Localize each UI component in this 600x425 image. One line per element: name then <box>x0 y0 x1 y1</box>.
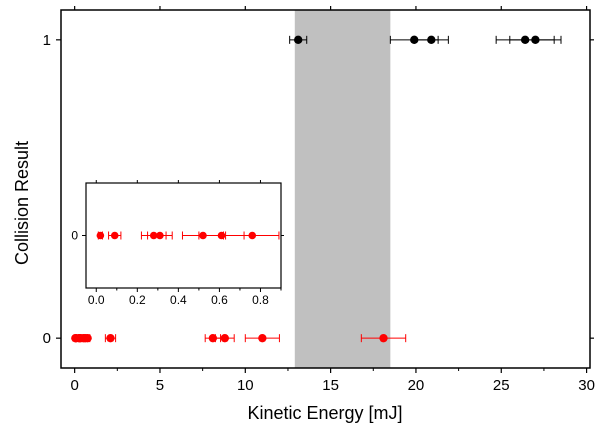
data-point-marker <box>293 35 303 45</box>
data-point-marker <box>217 231 226 240</box>
data-point-marker <box>220 333 230 343</box>
data-point-marker <box>96 231 105 240</box>
data-point <box>214 333 235 343</box>
main-data-points <box>71 35 562 343</box>
inset-x-tick-label: 0.4 <box>170 293 187 307</box>
data-point-marker <box>106 333 115 343</box>
inset-x-tick-label: 0.2 <box>129 293 146 307</box>
inset-x-tick-label: 0.0 <box>88 293 105 307</box>
data-point-marker <box>427 35 436 45</box>
inset-data-point <box>225 231 280 240</box>
x-tick-label: 25 <box>493 377 510 394</box>
x-axis-label: Kinetic Energy [mJ] <box>247 403 402 423</box>
data-point-marker <box>156 231 164 240</box>
inset-x-axis-ticks: 0.0 0.2 0.4 0.6 0.8 <box>88 180 282 307</box>
inset-y-tick-label: 0 <box>71 229 78 243</box>
inset-data-points <box>96 231 280 240</box>
inset-x-tick-label: 0.6 <box>211 293 228 307</box>
data-point-marker <box>110 231 119 240</box>
y-axis-label: Collision Result <box>12 141 32 265</box>
x-tick-label: 0 <box>70 377 78 394</box>
data-point <box>83 333 92 343</box>
inset-chart: 0.0 0.2 0.4 0.6 0.8 0 <box>71 180 284 307</box>
data-point <box>289 35 308 45</box>
x-tick-label: 20 <box>408 377 425 394</box>
data-point-marker <box>83 333 92 343</box>
y-tick-label: 1 <box>43 32 51 49</box>
shaded-band <box>294 10 391 368</box>
data-point <box>413 35 449 45</box>
data-point-marker <box>248 231 257 240</box>
data-point-marker <box>531 35 540 45</box>
inset-data-point <box>108 231 122 240</box>
y-axis-ticks: 01 <box>43 32 594 347</box>
x-axis-ticks: 0 5 10 15 20 25 30 <box>70 6 595 394</box>
data-point-marker <box>379 333 388 343</box>
data-point <box>104 333 117 343</box>
data-point <box>244 333 280 343</box>
x-tick-label: 30 <box>578 377 595 394</box>
x-tick-label: 15 <box>322 377 339 394</box>
data-point <box>509 35 562 45</box>
data-point-marker <box>258 333 267 343</box>
shaded-region <box>294 10 391 368</box>
y-tick-label: 0 <box>43 330 51 347</box>
inset-data-point <box>96 231 105 240</box>
inset-data-point <box>198 231 245 240</box>
x-tick-label: 5 <box>156 377 164 394</box>
inset-x-tick-label: 0.8 <box>252 293 269 307</box>
x-tick-label: 10 <box>237 377 254 394</box>
inset-data-point <box>147 231 173 240</box>
plot-frame <box>60 9 591 369</box>
data-point <box>360 333 407 343</box>
inset-y-axis-ticks: 0 <box>71 229 284 243</box>
